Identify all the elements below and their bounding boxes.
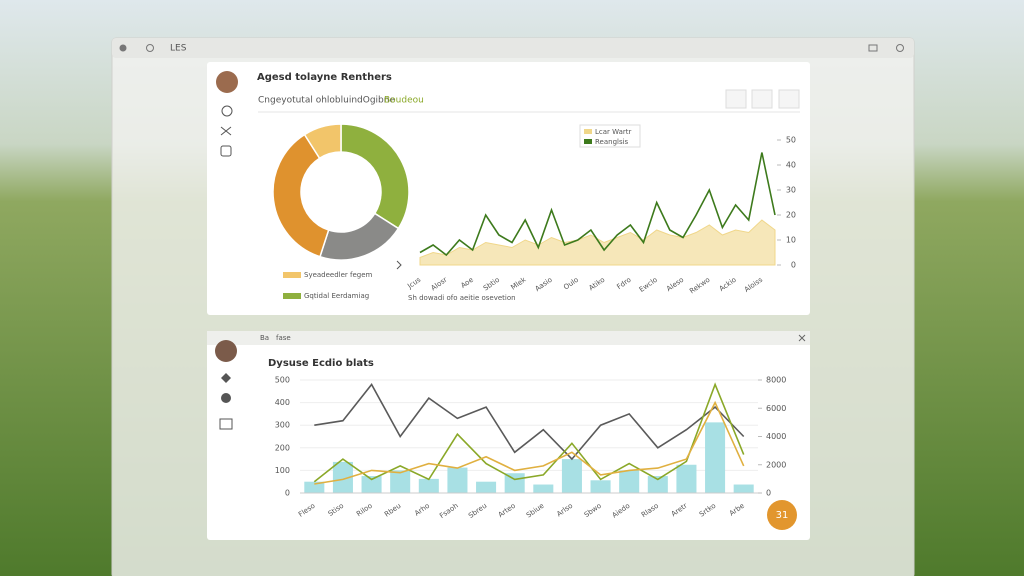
legend-swatch — [584, 129, 592, 134]
action-icon[interactable] — [725, 89, 747, 109]
chevron[interactable] — [396, 260, 402, 270]
bar — [332, 461, 353, 493]
y2-tick-label: 8000 — [766, 376, 786, 385]
bar — [590, 480, 611, 493]
line — [313, 382, 745, 483]
y2-tick-label: 6000 — [766, 404, 786, 413]
window-icon[interactable] — [146, 44, 154, 52]
nav-icon[interactable] — [221, 393, 231, 403]
chart-caption: Sh dowadi ofo aeitie osevetion — [408, 294, 516, 302]
y-tick-label: 0 — [285, 489, 290, 498]
legend-label: Reanglsis — [595, 138, 629, 146]
legend-swatch — [584, 139, 592, 144]
y-tick-label: 30 — [786, 186, 796, 195]
y-tick-label: 20 — [786, 211, 796, 220]
bar — [561, 459, 582, 493]
window-icon[interactable] — [119, 44, 127, 52]
nav-icon[interactable] — [220, 126, 232, 136]
y-tick-label: 0 — [791, 261, 796, 270]
tab[interactable]: fase — [276, 334, 291, 342]
bar — [390, 470, 411, 493]
panel-subtitle-highlight: Boudeou — [384, 96, 424, 106]
bar — [676, 464, 697, 493]
window-icon[interactable] — [868, 44, 878, 52]
y-tick-label: 500 — [275, 376, 290, 385]
bar — [418, 478, 439, 493]
panel-title: Agesd tolayne Renthers — [257, 72, 392, 83]
legend-label: Syeadeedler fegem — [304, 271, 373, 279]
line — [419, 152, 776, 257]
bar — [619, 470, 640, 493]
bar — [447, 467, 468, 493]
legend-label: Lcar Wartr — [595, 128, 632, 136]
bar — [361, 476, 382, 493]
nav-icon[interactable] — [221, 373, 231, 383]
titlebar — [112, 38, 914, 58]
toolbar-label: LES — [170, 44, 187, 54]
line — [314, 383, 745, 461]
y-tick-label: 200 — [275, 443, 290, 452]
legend-box — [579, 124, 641, 148]
y2-tick-label: 2000 — [766, 460, 786, 469]
close-icon[interactable] — [798, 334, 806, 342]
avatar[interactable] — [216, 71, 238, 93]
panel-subtitle: Cngeyotutal ohlobluindOgibne — [258, 96, 395, 106]
legend-label: Gqtidal Eerdamiag — [304, 292, 369, 300]
bar — [647, 476, 668, 493]
nav-icon[interactable] — [221, 105, 233, 117]
y-tick-label: 100 — [275, 466, 290, 475]
action-button[interactable] — [767, 500, 797, 530]
tab[interactable]: Ba — [260, 334, 269, 342]
bar — [533, 484, 554, 493]
area — [419, 219, 776, 266]
panel-header — [207, 331, 810, 345]
y2-tick-label: 4000 — [766, 432, 786, 441]
donut-slice — [303, 123, 342, 160]
bar — [304, 481, 325, 493]
nav-icon[interactable] — [220, 145, 232, 157]
legend-swatch — [283, 293, 301, 299]
line — [314, 400, 745, 485]
action-icon[interactable] — [751, 89, 773, 109]
action-icon[interactable] — [778, 89, 800, 109]
bar — [705, 422, 726, 493]
panel-title: Dysuse Ecdio blats — [268, 358, 374, 369]
bar — [733, 484, 754, 493]
avatar[interactable] — [215, 340, 237, 362]
y-tick-label: 400 — [275, 398, 290, 407]
y-tick-label: 50 — [786, 136, 796, 145]
donut-slice — [340, 123, 410, 230]
action-button-label[interactable]: 31 — [776, 510, 789, 521]
y-tick-label: 300 — [275, 421, 290, 430]
donut-slice — [272, 133, 330, 258]
legend-swatch — [283, 272, 301, 278]
y2-tick-label: 0 — [766, 489, 771, 498]
window-icon[interactable] — [896, 44, 904, 52]
nav-icon[interactable] — [219, 418, 233, 430]
y-tick-label: 40 — [786, 161, 796, 170]
bar — [476, 481, 497, 493]
y-tick-label: 10 — [786, 236, 796, 245]
